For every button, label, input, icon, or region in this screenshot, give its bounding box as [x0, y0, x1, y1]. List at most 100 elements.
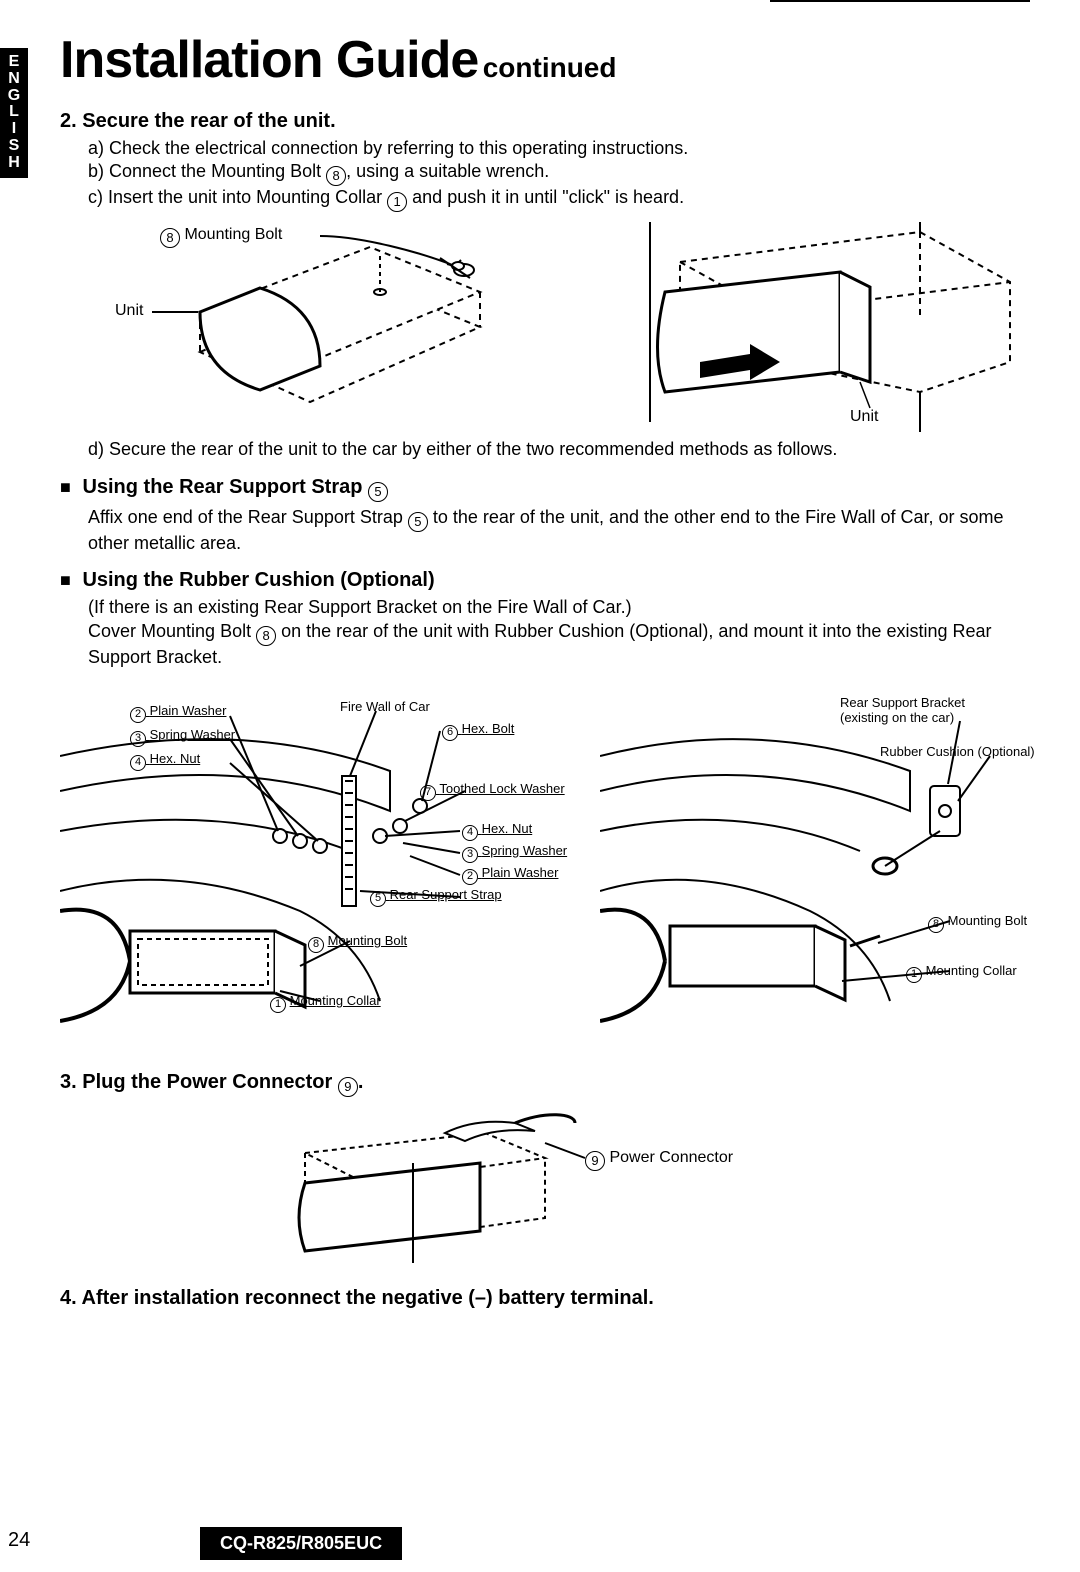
text: Plain Washer [482, 865, 559, 880]
text: Toothed Lock Washer [439, 781, 564, 796]
method2-body-1: (If there is an existing Rear Support Br… [88, 596, 1030, 619]
power-connector-svg [245, 1103, 845, 1263]
language-tab: E N G L I S H [0, 48, 28, 178]
text: Using the Rubber Cushion (Optional) [82, 569, 434, 591]
circled-number-icon: 2 [462, 869, 478, 885]
title-main: Installation Guide [60, 31, 478, 89]
circled-number-icon: 8 [326, 166, 346, 186]
title-sub: continued [483, 52, 617, 83]
step3-heading: 3. Plug the Power Connector 9. [60, 1071, 1030, 1097]
circled-number-icon: 9 [338, 1077, 358, 1097]
text: c) Insert the unit into Mounting Collar [88, 187, 387, 207]
step2-line-c: c) Insert the unit into Mounting Collar … [88, 186, 1030, 212]
label-hex-nut: 4 Hex. Nut [130, 751, 200, 771]
model-number: CQ-R825/R805EUC [200, 1527, 402, 1560]
circled-number-icon: 7 [420, 785, 436, 801]
text: Hex. Nut [482, 821, 533, 836]
label-mounting-bolt: 8 Mounting Bolt [308, 933, 407, 953]
text: , using a suitable wrench. [346, 161, 549, 181]
label-mounting-collar: 1 Mounting Collar [906, 963, 1017, 983]
label-spring-washer: 3 Spring Washer [130, 727, 235, 747]
label-mounting-bolt: 8 Mounting Bolt [160, 226, 282, 248]
label-rear-bracket: Rear Support Bracket (existing on the ca… [840, 695, 965, 725]
label-toothed: 7 Toothed Lock Washer [420, 781, 565, 801]
label-rubber-cushion: Rubber Cushion (Optional) [880, 744, 1035, 759]
circled-number-icon: 3 [130, 731, 146, 747]
text: Hex. Nut [150, 751, 201, 766]
label-mounting-bolt: 8 Mounting Bolt [928, 913, 1027, 933]
circled-number-icon: 9 [585, 1151, 605, 1171]
text: Mounting Collar [926, 963, 1017, 978]
diagram-row-main: 2 Plain Washer 3 Spring Washer 4 Hex. Nu… [60, 681, 1030, 1041]
text: b) Connect the Mounting Bolt [88, 161, 326, 181]
square-bullet-icon: ■ [60, 570, 71, 590]
text: Mounting Bolt [328, 933, 408, 948]
text: Spring Washer [482, 843, 568, 858]
circled-number-icon: 1 [906, 967, 922, 983]
text: . [358, 1071, 364, 1093]
lang-letter: S [4, 138, 24, 155]
diagram-unit-insert: Unit [610, 222, 1030, 432]
circled-number-icon: 4 [462, 825, 478, 841]
text: Power Connector [609, 1149, 733, 1166]
text: Plain Washer [150, 703, 227, 718]
method2-heading: ■ Using the Rubber Cushion (Optional) [60, 569, 1030, 592]
lang-letter: N [4, 71, 24, 88]
method2-body-2: Cover Mounting Bolt 8 on the rear of the… [88, 620, 1030, 669]
label-fire-wall: Fire Wall of Car [340, 699, 430, 714]
lang-letter: E [4, 54, 24, 71]
lang-letter: G [4, 88, 24, 105]
unit-insert-svg [610, 222, 1030, 432]
method1-heading: ■ Using the Rear Support Strap 5 [60, 476, 1030, 502]
circled-number-icon: 8 [928, 917, 944, 933]
page-title: Installation Guide continued [60, 30, 1030, 90]
label-rear-strap: 5 Rear Support Strap [370, 887, 502, 907]
circled-number-icon: 5 [370, 891, 386, 907]
page-content: Installation Guide continued 2. Secure t… [60, 30, 1030, 1310]
method1-body: Affix one end of the Rear Support Strap … [88, 506, 1030, 555]
top-rule [770, 0, 1030, 2]
text: Cover Mounting Bolt [88, 621, 256, 641]
diagram-unit-bolt: 8 Mounting Bolt Unit [60, 222, 520, 422]
label-hex-bolt: 6 Hex. Bolt [442, 721, 514, 741]
circled-number-icon: 1 [387, 192, 407, 212]
label-mounting-collar: 1 Mounting Collar [270, 993, 381, 1013]
step2-line-d: d) Secure the rear of the unit to the ca… [88, 438, 1030, 461]
label-hex-nut2: 4 Hex. Nut [462, 821, 532, 841]
rubber-cushion-svg [600, 681, 1060, 1041]
text: Mounting Collar [290, 993, 381, 1008]
lang-letter: I [4, 121, 24, 138]
diagram-rubber-cushion: Rear Support Bracket (existing on the ca… [600, 681, 1060, 1041]
text: Mounting Bolt [184, 226, 282, 243]
step2-line-b: b) Connect the Mounting Bolt 8, using a … [88, 160, 1030, 186]
text: 3. Plug the Power Connector [60, 1071, 338, 1093]
square-bullet-icon: ■ [60, 477, 71, 497]
diagram-power-connector: 9 Power Connector [245, 1103, 845, 1263]
text: Affix one end of the Rear Support Strap [88, 507, 408, 527]
text: Spring Washer [150, 727, 236, 742]
circled-number-icon: 4 [130, 755, 146, 771]
label-unit: Unit [115, 302, 143, 320]
circled-number-icon: 5 [368, 482, 388, 502]
text: Rear Support Strap [390, 887, 502, 902]
label-spring-washer2: 3 Spring Washer [462, 843, 567, 863]
step4-heading: 4. After installation reconnect the nega… [60, 1287, 1030, 1310]
text: Mounting Bolt [948, 913, 1028, 928]
circled-number-icon: 8 [160, 228, 180, 248]
label-plain-washer: 2 Plain Washer [130, 703, 226, 723]
circled-number-icon: 1 [270, 997, 286, 1013]
step2-line-a: a) Check the electrical connection by re… [88, 137, 1030, 160]
text: and push it in until "click" is heard. [407, 187, 684, 207]
lang-letter: H [4, 155, 24, 172]
circled-number-icon: 2 [130, 707, 146, 723]
circled-number-icon: 5 [408, 512, 428, 532]
circled-number-icon: 8 [256, 626, 276, 646]
diagram-rear-strap: 2 Plain Washer 3 Spring Washer 4 Hex. Nu… [60, 681, 590, 1041]
circled-number-icon: 6 [442, 725, 458, 741]
lang-letter: L [4, 104, 24, 121]
label-plain-washer2: 2 Plain Washer [462, 865, 558, 885]
text: Using the Rear Support Strap [82, 476, 368, 498]
page-number: 24 [8, 1529, 30, 1552]
step2-heading: 2. Secure the rear of the unit. [60, 110, 1030, 133]
text: Hex. Bolt [462, 721, 515, 736]
